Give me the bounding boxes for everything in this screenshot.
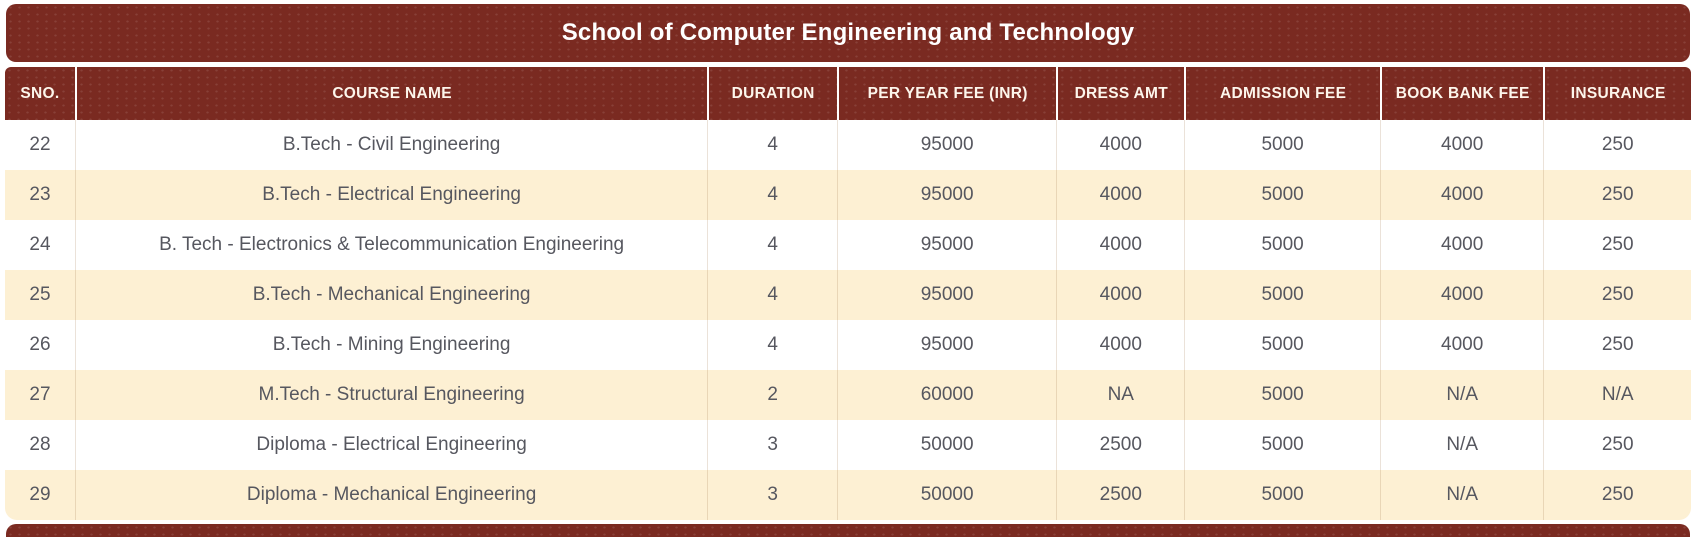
cell-sno: 25 — [29, 284, 51, 305]
cell-sno: 23 — [29, 184, 51, 205]
cell-book-bank-fee: 4000 — [1379, 220, 1544, 270]
cell-admission-fee: 5000 — [1184, 370, 1380, 420]
fee-table: SNO. COURSE NAME DURATION PER YEAR FEE (… — [5, 67, 1691, 520]
cell-sno: 29 — [29, 484, 51, 505]
cell-dress-amt: 4000 — [1056, 220, 1184, 270]
section-title-bar: School of Computer Engineering and Techn… — [6, 4, 1690, 62]
cell-dress-amt: NA — [1056, 370, 1184, 420]
column-header-insurance: INSURANCE — [1543, 67, 1691, 120]
cell-book-bank-fee: 4000 — [1379, 320, 1544, 370]
cell-insurance: 250 — [1543, 170, 1691, 220]
cell-per-year-fee: 60000 — [837, 370, 1056, 420]
cell-dress-amt: 2500 — [1056, 470, 1184, 520]
cell-course-name: B.Tech - Mechanical Engineering — [74, 270, 707, 320]
cell-insurance: N/A — [1543, 370, 1691, 420]
cell-sno: 22 — [29, 134, 51, 155]
cell-duration: 3 — [707, 470, 837, 520]
cell-sno: 26 — [29, 334, 51, 355]
column-header-book-bank-fee: BOOK BANK FEE — [1379, 67, 1544, 120]
cell-admission-fee: 5000 — [1184, 470, 1380, 520]
cell-sno: 27 — [29, 384, 51, 405]
cell-dress-amt: 2500 — [1056, 420, 1184, 470]
cell-duration: 3 — [707, 420, 837, 470]
column-header-per-year-fee: PER YEAR FEE (INR) — [837, 67, 1056, 120]
cell-per-year-fee: 95000 — [837, 320, 1056, 370]
cell-insurance: 250 — [1543, 270, 1691, 320]
cell-per-year-fee: 50000 — [837, 420, 1056, 470]
cell-insurance: 250 — [1543, 420, 1691, 470]
cell-per-year-fee: 50000 — [837, 470, 1056, 520]
cell-course-name: M.Tech - Structural Engineering — [74, 370, 707, 420]
cell-book-bank-fee: N/A — [1379, 370, 1544, 420]
cell-dress-amt: 4000 — [1056, 120, 1184, 170]
cell-course-name: B. Tech - Electronics & Telecommunicatio… — [74, 220, 707, 270]
cell-duration: 4 — [707, 120, 837, 170]
cell-per-year-fee: 95000 — [837, 170, 1056, 220]
cell-dress-amt: 4000 — [1056, 270, 1184, 320]
cell-dress-amt: 4000 — [1056, 320, 1184, 370]
table-row: 26 B.Tech - Mining Engineering 4 95000 4… — [5, 320, 1691, 370]
cell-duration: 4 — [707, 170, 837, 220]
cell-course-name: B.Tech - Electrical Engineering — [74, 170, 707, 220]
cell-sno: 28 — [29, 434, 51, 455]
cell-admission-fee: 5000 — [1184, 120, 1380, 170]
cell-insurance: 250 — [1543, 220, 1691, 270]
cell-admission-fee: 5000 — [1184, 220, 1380, 270]
cell-course-name: B.Tech - Civil Engineering — [74, 120, 707, 170]
cell-per-year-fee: 95000 — [837, 270, 1056, 320]
cell-course-name: Diploma - Mechanical Engineering — [74, 470, 707, 520]
cell-duration: 4 — [707, 220, 837, 270]
cell-book-bank-fee: N/A — [1379, 420, 1544, 470]
table-row: 29 Diploma - Mechanical Engineering 3 50… — [5, 470, 1691, 520]
cell-course-name: B.Tech - Mining Engineering — [74, 320, 707, 370]
table-row: 24 B. Tech - Electronics & Telecommunica… — [5, 220, 1691, 270]
cell-insurance: 250 — [1543, 470, 1691, 520]
cell-admission-fee: 5000 — [1184, 320, 1380, 370]
cell-insurance: 250 — [1543, 320, 1691, 370]
table-row: 27 M.Tech - Structural Engineering 2 600… — [5, 370, 1691, 420]
cell-dress-amt: 4000 — [1056, 170, 1184, 220]
cell-duration: 4 — [707, 270, 837, 320]
column-header-duration: DURATION — [707, 67, 837, 120]
cell-per-year-fee: 95000 — [837, 220, 1056, 270]
section-title: School of Computer Engineering and Techn… — [561, 19, 1135, 46]
table-row: 28 Diploma - Electrical Engineering 3 50… — [5, 420, 1691, 470]
column-header-dress-amt: DRESS AMT — [1056, 67, 1184, 120]
table-row: 22 B.Tech - Civil Engineering 4 95000 40… — [5, 120, 1691, 170]
cell-book-bank-fee: 4000 — [1379, 120, 1544, 170]
cell-book-bank-fee: 4000 — [1379, 170, 1544, 220]
cell-duration: 2 — [707, 370, 837, 420]
cell-book-bank-fee: 4000 — [1379, 270, 1544, 320]
cell-duration: 4 — [707, 320, 837, 370]
cell-insurance: 250 — [1543, 120, 1691, 170]
table-row: 25 B.Tech - Mechanical Engineering 4 950… — [5, 270, 1691, 320]
cell-sno: 24 — [29, 234, 51, 255]
next-section-title-bar-partial — [6, 524, 1690, 537]
cell-admission-fee: 5000 — [1184, 420, 1380, 470]
table-row: 23 B.Tech - Electrical Engineering 4 950… — [5, 170, 1691, 220]
cell-per-year-fee: 95000 — [837, 120, 1056, 170]
cell-book-bank-fee: N/A — [1379, 470, 1544, 520]
column-header-sno: SNO. — [20, 84, 60, 102]
fee-table-container: SNO. COURSE NAME DURATION PER YEAR FEE (… — [5, 67, 1691, 520]
cell-admission-fee: 5000 — [1184, 270, 1380, 320]
cell-admission-fee: 5000 — [1184, 170, 1380, 220]
table-header-row: SNO. COURSE NAME DURATION PER YEAR FEE (… — [5, 67, 1691, 120]
cell-course-name: Diploma - Electrical Engineering — [74, 420, 707, 470]
column-header-course-name: COURSE NAME — [74, 67, 707, 120]
column-header-admission-fee: ADMISSION FEE — [1184, 67, 1380, 120]
